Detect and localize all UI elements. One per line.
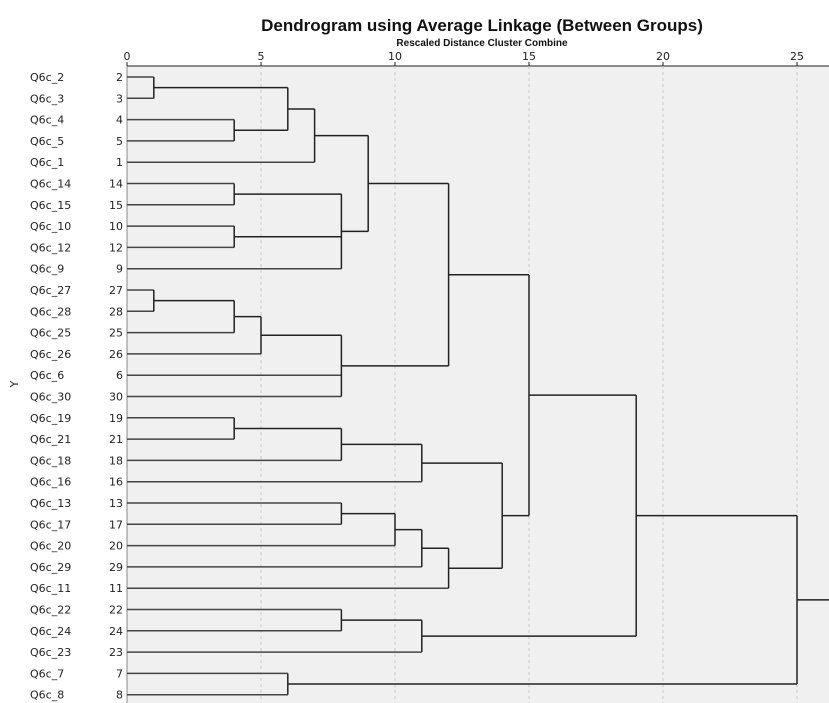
leaf-case-15: 15 (109, 199, 123, 212)
leaf-label-Q6c_3: Q6c_3 (30, 92, 64, 105)
leaf-label-Q6c_14: Q6c_14 (30, 178, 71, 191)
leaf-case-27: 27 (109, 284, 123, 297)
leaf-label-Q6c_23: Q6c_23 (30, 646, 71, 659)
leaf-label-Q6c_17: Q6c_17 (30, 518, 71, 531)
leaf-label-Q6c_27: Q6c_27 (30, 284, 71, 297)
leaf-label-Q6c_25: Q6c_25 (30, 327, 71, 340)
leaf-case-4: 4 (116, 114, 123, 127)
leaf-case-7: 7 (116, 667, 123, 680)
x-tick-label-20: 20 (656, 50, 670, 63)
leaf-label-Q6c_1: Q6c_1 (30, 156, 64, 169)
x-tick-label-25: 25 (790, 50, 804, 63)
leaf-label-Q6c_30: Q6c_30 (30, 391, 71, 404)
plot-background (127, 66, 829, 703)
leaf-case-3: 3 (116, 92, 123, 105)
leaf-case-1: 1 (116, 156, 123, 169)
leaf-label-Q6c_9: Q6c_9 (30, 263, 64, 276)
leaf-label-Q6c_16: Q6c_16 (30, 476, 71, 489)
x-tick-label-10: 10 (388, 50, 402, 63)
leaf-label-Q6c_18: Q6c_18 (30, 454, 71, 467)
leaf-case-16: 16 (109, 476, 123, 489)
leaf-case-12: 12 (109, 241, 123, 254)
leaf-case-8: 8 (116, 689, 123, 702)
leaf-case-24: 24 (109, 625, 123, 638)
leaf-case-22: 22 (109, 604, 123, 617)
leaf-case-2: 2 (116, 71, 123, 84)
leaf-label-Q6c_21: Q6c_21 (30, 433, 71, 446)
leaf-label-Q6c_6: Q6c_6 (30, 369, 64, 382)
leaf-label-Q6c_22: Q6c_22 (30, 604, 71, 617)
x-tick-label-5: 5 (258, 50, 265, 63)
leaf-case-11: 11 (109, 582, 123, 595)
leaf-case-17: 17 (109, 518, 123, 531)
leaf-label-Q6c_8: Q6c_8 (30, 689, 64, 702)
leaf-label-Q6c_29: Q6c_29 (30, 561, 71, 574)
leaf-label-Q6c_24: Q6c_24 (30, 625, 71, 638)
leaf-label-Q6c_28: Q6c_28 (30, 305, 71, 318)
leaf-case-6: 6 (116, 369, 123, 382)
leaf-case-18: 18 (109, 454, 123, 467)
chart-title: Dendrogram using Average Linkage (Betwee… (261, 16, 703, 35)
leaf-case-26: 26 (109, 348, 123, 361)
leaf-label-Q6c_7: Q6c_7 (30, 667, 64, 680)
leaf-label-Q6c_12: Q6c_12 (30, 241, 71, 254)
leaf-case-19: 19 (109, 412, 123, 425)
x-tick-label-15: 15 (522, 50, 536, 63)
leaf-case-25: 25 (109, 327, 123, 340)
leaf-label-Q6c_13: Q6c_13 (30, 497, 71, 510)
leaf-label-Q6c_20: Q6c_20 (30, 540, 71, 553)
leaf-label-Q6c_10: Q6c_10 (30, 220, 71, 233)
leaf-label-Q6c_11: Q6c_11 (30, 582, 71, 595)
leaf-case-13: 13 (109, 497, 123, 510)
leaf-case-10: 10 (109, 220, 123, 233)
leaf-case-23: 23 (109, 646, 123, 659)
leaf-label-Q6c_4: Q6c_4 (30, 114, 64, 127)
leaf-case-28: 28 (109, 305, 123, 318)
leaf-label-Q6c_15: Q6c_15 (30, 199, 71, 212)
leaf-case-9: 9 (116, 263, 123, 276)
leaf-case-5: 5 (116, 135, 123, 148)
leaf-label-Q6c_26: Q6c_26 (30, 348, 71, 361)
leaf-case-21: 21 (109, 433, 123, 446)
leaf-case-20: 20 (109, 540, 123, 553)
leaf-case-14: 14 (109, 178, 123, 191)
leaf-label-Q6c_2: Q6c_2 (30, 71, 64, 84)
chart-subtitle: Rescaled Distance Cluster Combine (396, 38, 568, 49)
leaf-label-Q6c_5: Q6c_5 (30, 135, 64, 148)
leaf-case-30: 30 (109, 391, 123, 404)
leaf-label-Q6c_19: Q6c_19 (30, 412, 71, 425)
x-tick-label-0: 0 (124, 50, 131, 63)
leaf-case-29: 29 (109, 561, 123, 574)
y-axis-label: Y (8, 380, 21, 388)
